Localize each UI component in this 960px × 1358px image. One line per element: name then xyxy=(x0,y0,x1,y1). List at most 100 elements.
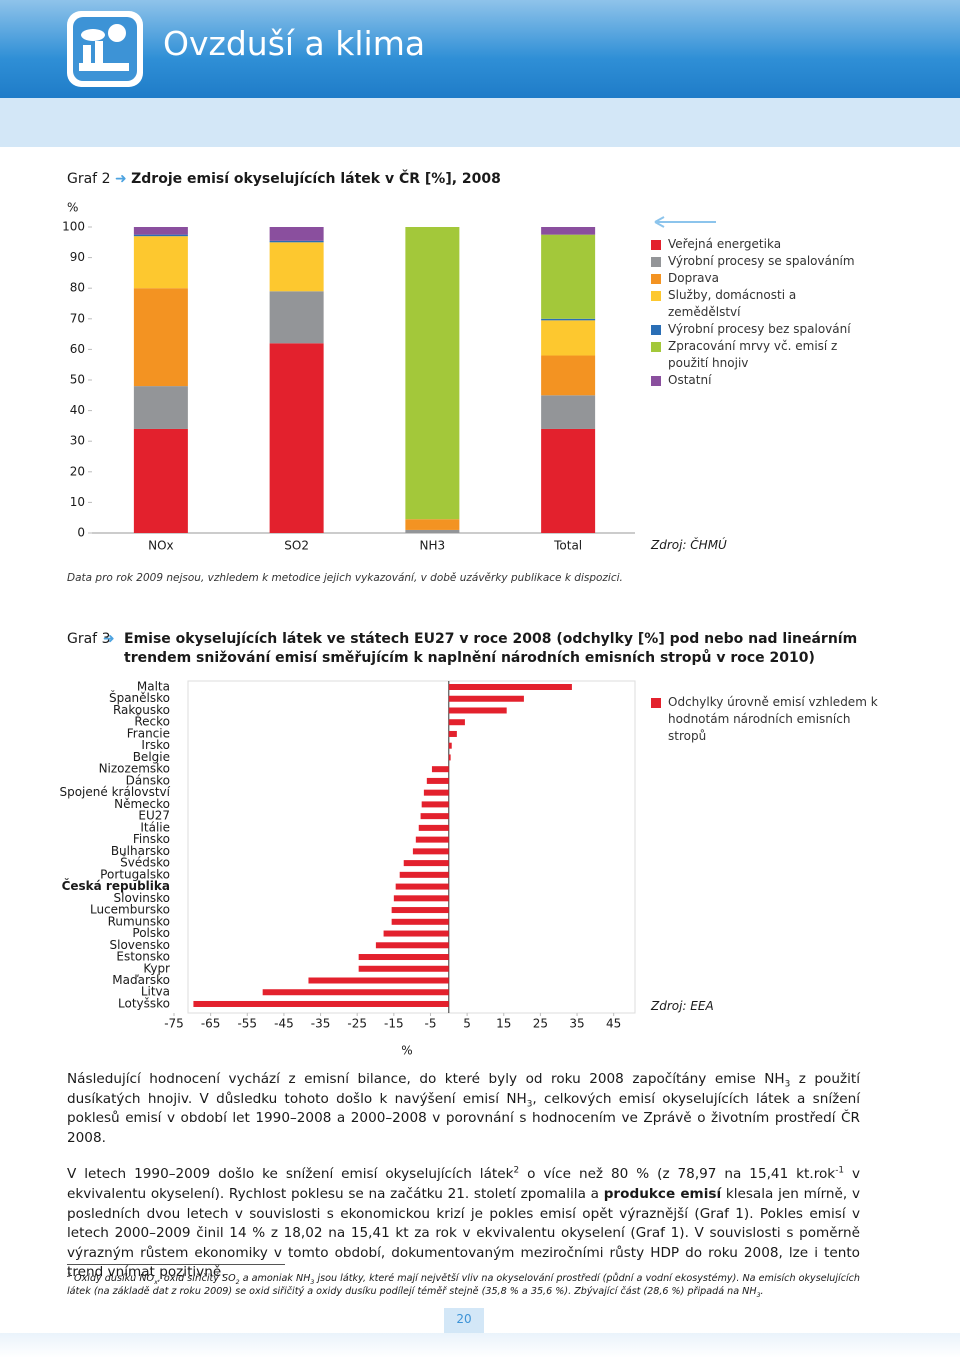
chart-source: Zdroj: ČHMÚ xyxy=(651,538,727,552)
header-band xyxy=(0,0,960,98)
bar xyxy=(403,860,449,867)
x-tick-label: -25 xyxy=(347,1017,367,1031)
legend-swatch xyxy=(651,342,661,352)
title-arrow: ➜ xyxy=(114,171,127,187)
legend-swatch xyxy=(651,240,661,250)
text-run: a amoniak NH xyxy=(239,1273,311,1284)
paragraph: Následující hodnocení vychází z emisní b… xyxy=(67,1070,860,1148)
y-tick-label: 50 xyxy=(70,373,85,387)
legend-label: Odchylky úrovně emisí vzhledem k hodnotá… xyxy=(668,695,878,743)
y-tick-label: Španělsko xyxy=(109,690,170,705)
bar-segment xyxy=(269,240,324,243)
text-run: Oxidy dusíku NO xyxy=(70,1273,155,1284)
y-tick-label: Portugalsko xyxy=(100,867,170,881)
paragraph: V letech 1990–2009 došlo ke snížení emis… xyxy=(67,1165,860,1283)
x-tick-label: 45 xyxy=(606,1017,621,1031)
header-title: Ovzduší a klima xyxy=(163,24,426,63)
bar xyxy=(423,789,449,796)
x-tick-label: 5 xyxy=(463,1017,471,1031)
page-number: 20 xyxy=(456,1312,472,1326)
legend-item: Služby, domácnosti a zemědělství xyxy=(651,287,866,321)
y-tick-label: Dánsko xyxy=(126,773,170,787)
legend-swatch xyxy=(651,376,661,386)
bar-segment xyxy=(269,227,324,241)
y-tick-label: Řecko xyxy=(134,714,170,729)
bar xyxy=(412,848,449,855)
text-run: . xyxy=(760,1286,764,1297)
legend-item: Výrobní procesy se spalováním xyxy=(651,253,866,270)
y-tick-label: Polsko xyxy=(132,926,170,940)
text-run: 2 xyxy=(67,1271,71,1279)
footnote: 2 Oxidy dusíku NOx, oxid siřičitý SO2 a … xyxy=(67,1272,860,1298)
y-tick-label: Malta xyxy=(137,680,170,694)
legend-label: Služby, domácnosti a zemědělství xyxy=(668,288,797,319)
y-tick-label: 30 xyxy=(70,434,85,448)
legend-item: Odchylky úrovně emisí vzhledem k hodnotá… xyxy=(651,694,891,745)
legend: Odchylky úrovně emisí vzhledem k hodnotá… xyxy=(651,694,891,745)
legend-item: Zpracování mrvy vč. emisí z použití hnoj… xyxy=(651,338,866,372)
x-tick-label: 35 xyxy=(569,1017,584,1031)
y-tick-label: EU27 xyxy=(138,809,170,823)
x-tick-label: Total xyxy=(553,539,582,553)
icon-graphic xyxy=(73,17,137,81)
bar xyxy=(391,918,449,925)
bar xyxy=(426,777,449,784)
y-tick-label: Nizozemsko xyxy=(99,762,170,776)
legend-item: Veřejná energetika xyxy=(651,236,866,253)
x-tick-label: 15 xyxy=(496,1017,511,1031)
x-tick-label: -55 xyxy=(237,1017,257,1031)
bar xyxy=(308,977,449,984)
text-run: 3 xyxy=(526,1099,533,1110)
bar-segment xyxy=(133,227,188,235)
bar xyxy=(393,895,449,902)
bar-segment xyxy=(541,318,596,321)
chart-title: Graf 2 ➜ Zdroje emisí okyselujících láte… xyxy=(67,170,867,189)
y-tick-label: 100 xyxy=(62,220,85,234)
text-run: klesala jen mírně, v posledních dvou let… xyxy=(67,1185,860,1281)
legend-label: Zpracování mrvy vč. emisí z použití hnoj… xyxy=(668,339,838,370)
legend-arrow xyxy=(654,216,716,228)
chart-note: Data pro rok 2009 nejsou, vzhledem k met… xyxy=(67,572,623,584)
y-tick-label: Lotyšsko xyxy=(118,996,170,1010)
text-run: -1 xyxy=(835,1165,844,1176)
bar xyxy=(431,766,449,773)
y-tick-label: Rumunsko xyxy=(108,914,170,928)
y-tick-label: Německo xyxy=(114,797,170,811)
bar-segment xyxy=(405,529,460,533)
legend-item: Doprava xyxy=(651,270,866,287)
bar-segment xyxy=(269,242,324,292)
bar xyxy=(448,730,457,737)
body-text: Následující hodnocení vychází z emisní b… xyxy=(67,1070,860,1300)
y-tick-label: Finsko xyxy=(133,832,170,846)
legend-label: Výrobní procesy se spalováním xyxy=(668,254,855,268)
y-tick-label: Belgie xyxy=(133,750,170,764)
bar xyxy=(375,942,449,949)
chart-label: Graf 3 xyxy=(67,631,111,647)
bar xyxy=(262,989,449,996)
bar xyxy=(418,824,449,831)
text-run: Následující hodnocení vychází z emisní b… xyxy=(67,1071,785,1087)
legend-label: Veřejná energetika xyxy=(668,237,782,251)
y-tick-label: Kypr xyxy=(143,961,170,975)
bar-segment xyxy=(541,355,596,396)
bar-segment xyxy=(269,291,324,344)
plot-area xyxy=(187,680,636,1014)
x-tick-label: NH3 xyxy=(420,539,446,553)
x-tick-label: -15 xyxy=(384,1017,404,1031)
text-run: , celkových emisí okyselujících látek a … xyxy=(67,1090,860,1146)
legend-item: Ostatní xyxy=(651,372,866,389)
text-run: V letech 1990–2009 došlo ke snížení emis… xyxy=(67,1166,514,1183)
bar-segment xyxy=(133,386,188,429)
bar xyxy=(415,836,449,843)
y-tick-label: Švédsko xyxy=(120,855,170,870)
text-run: jsou látky, které mají největší vliv na … xyxy=(67,1273,860,1297)
bar xyxy=(448,684,572,690)
bar-segment xyxy=(405,519,460,530)
y-tick-label: Estonsko xyxy=(116,950,170,964)
bar xyxy=(448,695,524,702)
x-tick-label: SO2 xyxy=(284,539,309,553)
bar-segment xyxy=(541,428,596,533)
y-axis-unit: % xyxy=(67,201,78,215)
y-tick-label: 0 xyxy=(77,526,85,540)
